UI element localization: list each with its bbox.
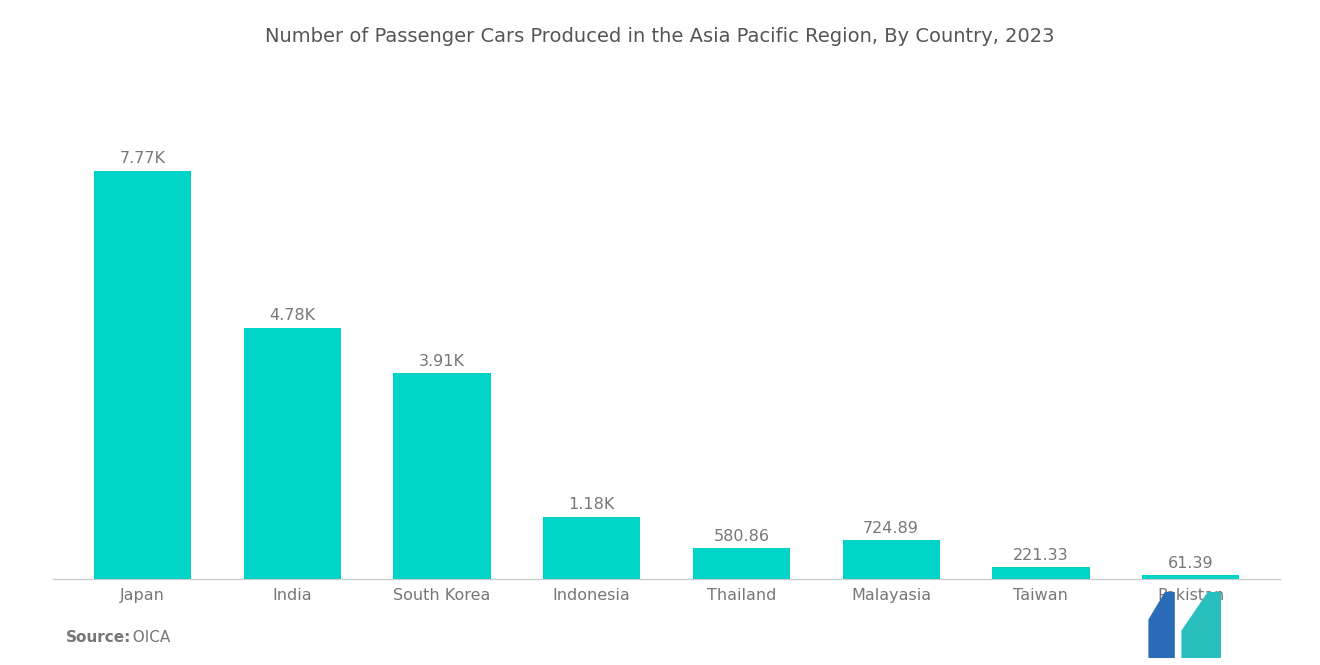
Polygon shape <box>1148 592 1175 658</box>
Text: Number of Passenger Cars Produced in the Asia Pacific Region, By Country, 2023: Number of Passenger Cars Produced in the… <box>265 27 1055 46</box>
Text: 724.89: 724.89 <box>863 521 919 536</box>
Text: 221.33: 221.33 <box>1012 548 1069 563</box>
Text: 61.39: 61.39 <box>1168 556 1213 571</box>
Bar <box>842 541 940 579</box>
Bar <box>1142 575 1239 579</box>
Text: 1.18K: 1.18K <box>569 497 615 513</box>
Bar <box>393 373 491 579</box>
Text: Source:: Source: <box>66 630 132 645</box>
Bar <box>244 328 341 579</box>
Bar <box>693 548 791 579</box>
Text: 580.86: 580.86 <box>713 529 770 544</box>
Bar <box>993 567 1089 579</box>
Text: 3.91K: 3.91K <box>418 354 465 369</box>
Text: OICA: OICA <box>123 630 170 645</box>
Bar <box>543 517 640 579</box>
Text: 4.78K: 4.78K <box>269 309 315 323</box>
Text: 7.77K: 7.77K <box>120 152 165 166</box>
Polygon shape <box>1181 592 1221 658</box>
Bar <box>94 171 191 579</box>
